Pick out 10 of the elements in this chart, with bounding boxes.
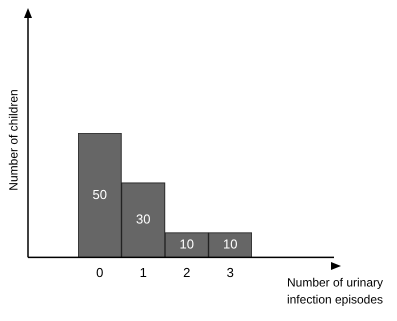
x-axis-title: Number of urinary infection episodes: [286, 275, 384, 306]
data-label: 10: [223, 236, 238, 252]
y-axis-title: Number of children: [6, 89, 20, 191]
x-tick-label: 1: [140, 264, 147, 280]
data-label: 30: [136, 212, 150, 227]
x-tick-label: 3: [226, 264, 234, 280]
x-tick-label: 2: [183, 264, 190, 280]
data-label: 10: [180, 236, 194, 252]
data-label: 50: [92, 186, 107, 202]
x-tick-label: 0: [96, 264, 104, 280]
